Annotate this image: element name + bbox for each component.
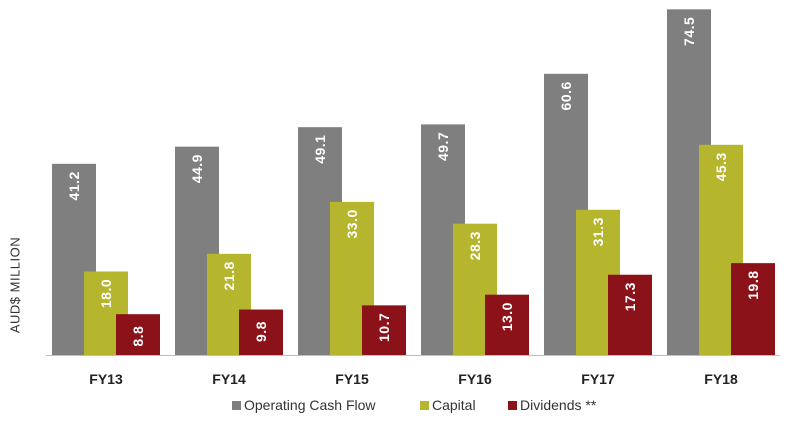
value-label-capital-fy14: 21.8 — [221, 261, 237, 290]
legend-label-capital: Capital — [432, 397, 476, 413]
legend-swatch-dividends — [508, 401, 517, 410]
value-label-operating-cash-flow-fy13: 41.2 — [66, 171, 82, 200]
value-label-operating-cash-flow-fy17: 60.6 — [558, 81, 574, 110]
y-axis-label: AUD$ MILLION — [8, 237, 23, 333]
bar-dividends-fy15 — [362, 305, 406, 355]
legend-swatch-capital — [420, 401, 429, 410]
x-tick-label-fy13: FY13 — [89, 371, 123, 387]
bar-dividends-fy14 — [239, 309, 283, 355]
x-tick-label-fy18: FY18 — [704, 371, 738, 387]
x-tick-label-fy17: FY17 — [581, 371, 615, 387]
bar-dividends-fy13 — [116, 314, 160, 355]
legend: Operating Cash Flow Capital Dividends ** — [232, 397, 597, 413]
value-label-capital-fy16: 28.3 — [467, 231, 483, 260]
value-label-capital-fy18: 45.3 — [713, 152, 729, 181]
value-label-operating-cash-flow-fy16: 49.7 — [435, 132, 451, 161]
value-label-dividends-fy18: 19.8 — [745, 271, 761, 300]
bar-dividends-fy16 — [485, 294, 529, 355]
value-label-dividends-fy15: 10.7 — [376, 313, 392, 342]
value-label-capital-fy17: 31.3 — [590, 217, 606, 246]
x-axis: FY13 FY14 FY15 FY16 FY17 FY18 — [46, 355, 780, 387]
value-label-dividends-fy13: 8.8 — [130, 326, 146, 347]
x-tick-label-fy16: FY16 — [458, 371, 492, 387]
value-label-dividends-fy17: 17.3 — [622, 282, 638, 311]
value-label-capital-fy13: 18.0 — [98, 279, 114, 308]
value-label-operating-cash-flow-fy18: 74.5 — [681, 17, 697, 46]
value-label-operating-cash-flow-fy15: 49.1 — [312, 135, 328, 164]
value-label-capital-fy15: 33.0 — [344, 209, 360, 238]
bar-dividends-fy17 — [608, 274, 652, 355]
legend-swatch-operating-cash-flow — [232, 401, 241, 410]
bar-dividends-fy18 — [731, 263, 775, 355]
legend-label-dividends: Dividends ** — [520, 397, 597, 413]
value-label-operating-cash-flow-fy14: 44.9 — [189, 154, 205, 183]
x-tick-label-fy15: FY15 — [335, 371, 369, 387]
x-tick-label-fy14: FY14 — [212, 371, 246, 387]
legend-label-operating-cash-flow: Operating Cash Flow — [244, 397, 376, 413]
value-label-dividends-fy14: 9.8 — [253, 321, 269, 342]
value-label-dividends-fy16: 13.0 — [499, 302, 515, 331]
bars-group: 41.2 18.0 8.8 44.9 21.8 9.8 49.1 33.0 10.7 49.7 28… — [52, 9, 775, 356]
